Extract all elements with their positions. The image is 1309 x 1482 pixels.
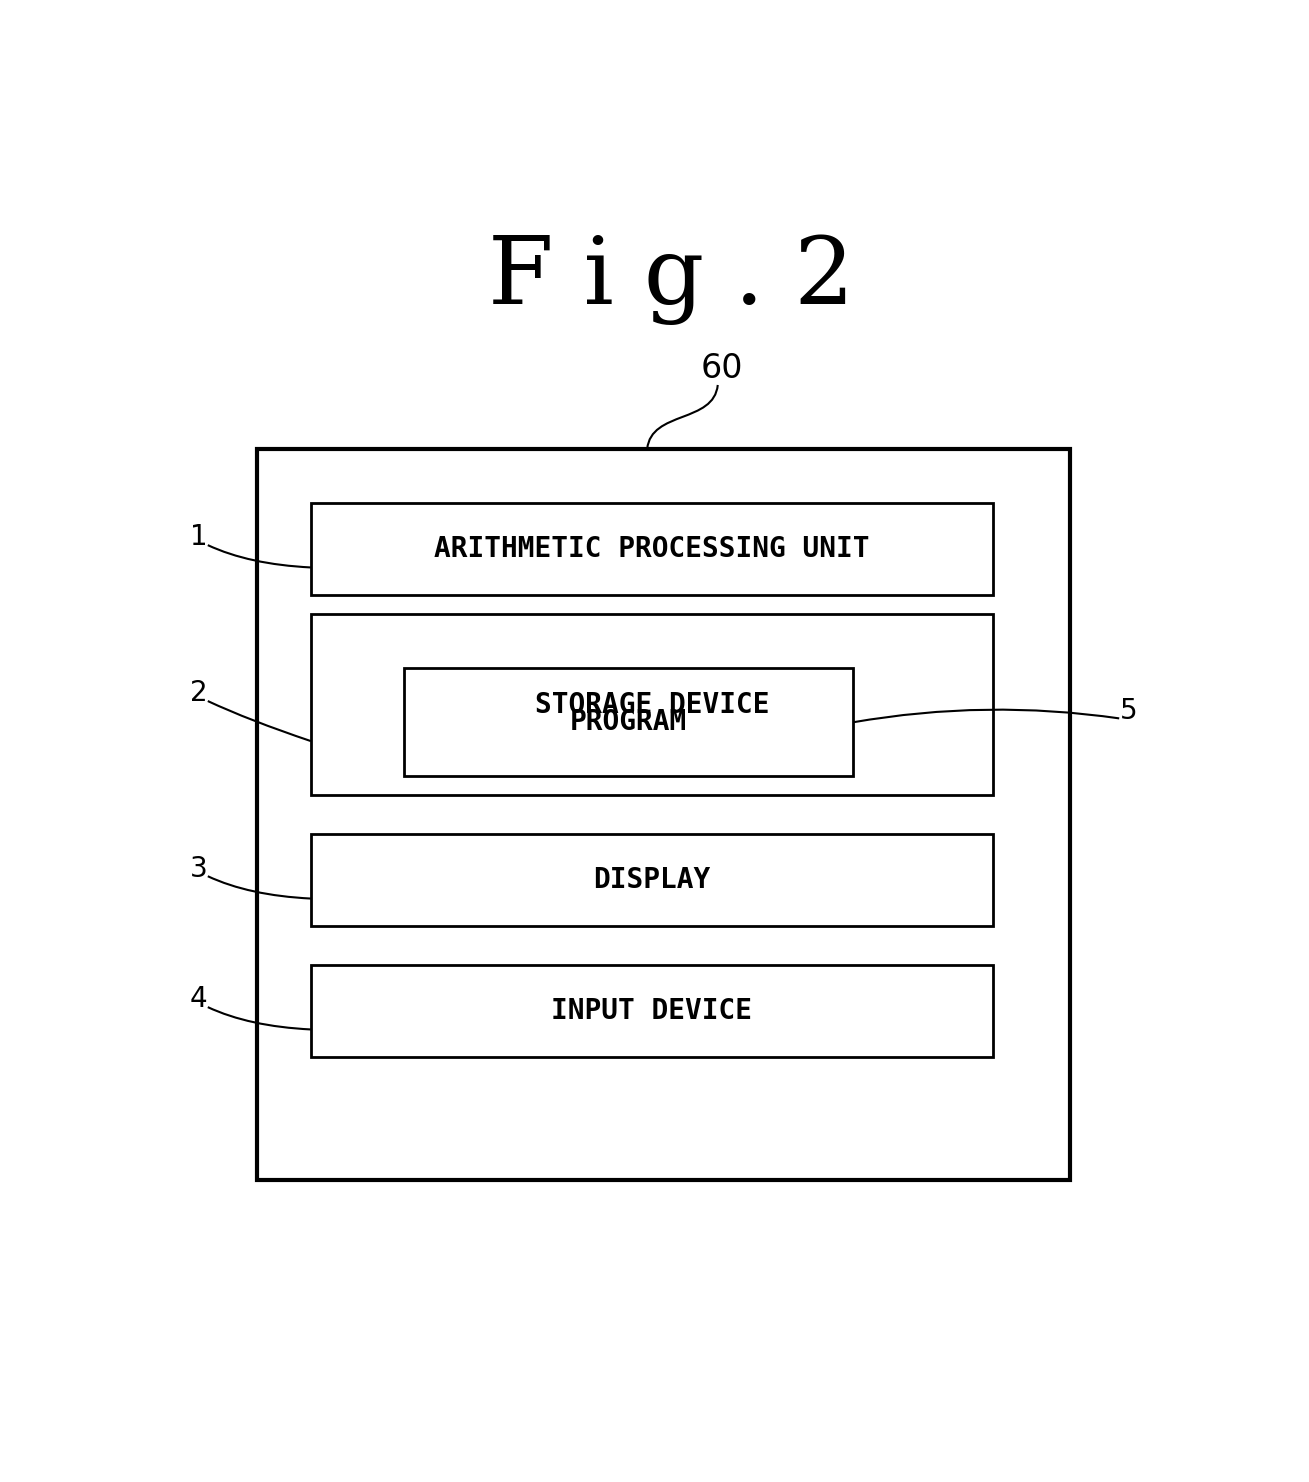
Bar — [310, 834, 992, 926]
Text: 4: 4 — [190, 986, 207, 1014]
Text: 60: 60 — [700, 351, 744, 384]
Text: DISPLAY: DISPLAY — [593, 865, 711, 894]
Text: ARITHMETIC PROCESSING UNIT: ARITHMETIC PROCESSING UNIT — [435, 535, 869, 563]
Text: 1: 1 — [190, 523, 207, 551]
Bar — [310, 615, 992, 796]
Bar — [310, 502, 992, 596]
Text: INPUT DEVICE: INPUT DEVICE — [551, 997, 753, 1026]
Text: PROGRAM: PROGRAM — [569, 708, 687, 737]
Text: STORAGE DEVICE: STORAGE DEVICE — [534, 691, 770, 719]
Bar — [310, 965, 992, 1057]
Text: 2: 2 — [190, 679, 207, 707]
Text: F i g . 2: F i g . 2 — [488, 234, 853, 325]
Text: 5: 5 — [1119, 697, 1138, 725]
Text: 3: 3 — [190, 855, 207, 882]
Bar — [257, 449, 1071, 1180]
Bar — [404, 668, 853, 777]
